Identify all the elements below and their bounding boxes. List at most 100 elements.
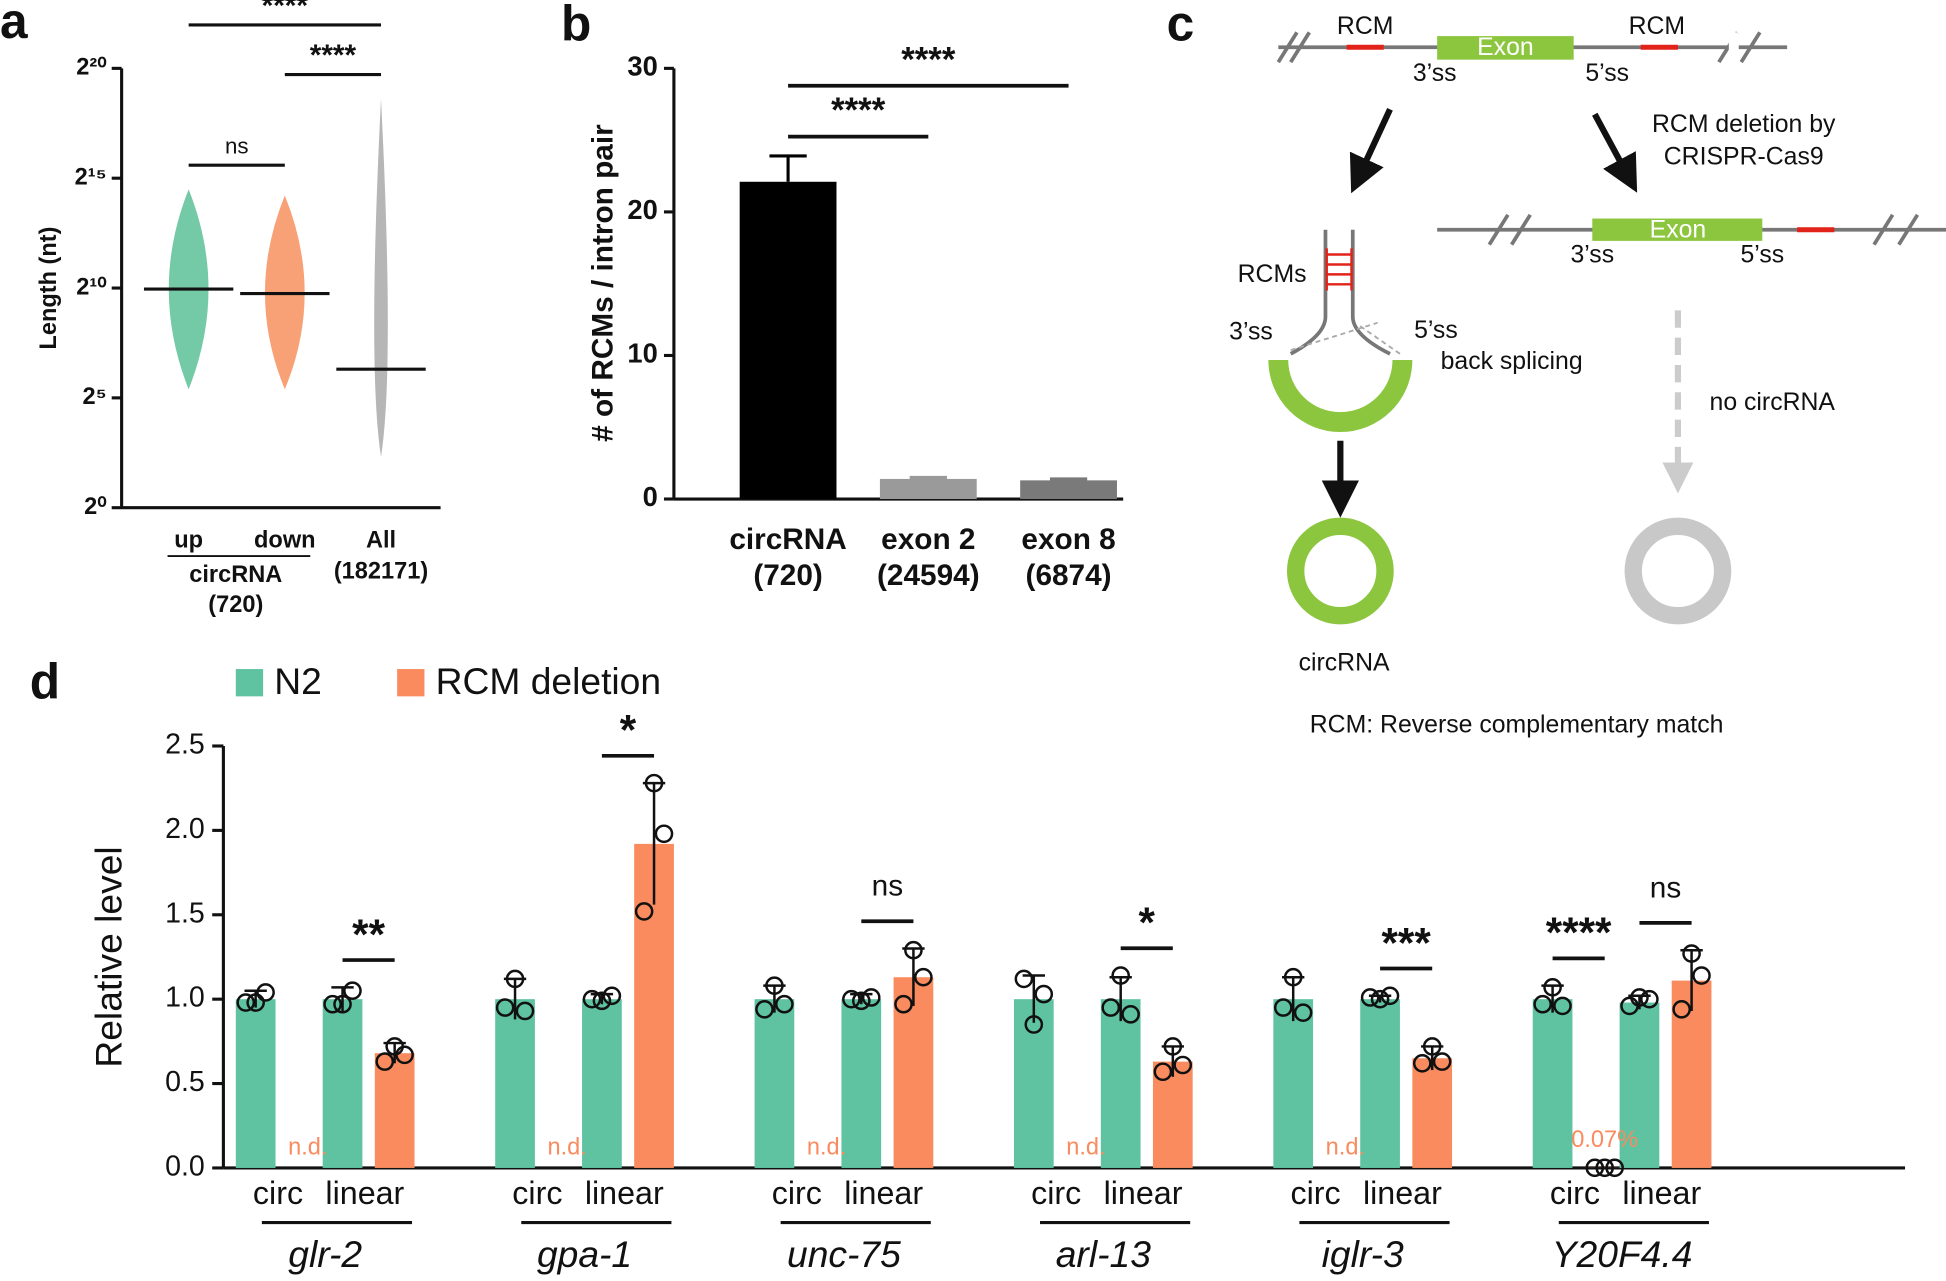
x-tick-label: up: [174, 526, 203, 552]
back-splicing-label: back splicing: [1441, 348, 1583, 375]
sig-label: ****: [310, 39, 357, 72]
deletion-label: RCM deletion by: [1652, 111, 1836, 138]
replicate-dot: [1163, 1037, 1183, 1056]
ss-label: 5’ss: [1585, 60, 1629, 87]
x-tick-label: circ: [253, 1175, 303, 1211]
exon: [1592, 218, 1763, 241]
y-tick-label: 20: [627, 194, 657, 225]
arrow: [1592, 112, 1638, 193]
swarm: [374, 98, 388, 457]
replicate-dot: [775, 994, 794, 1014]
arrow: [1349, 108, 1393, 194]
sig-label: ****: [901, 41, 956, 79]
value-label: n.d.: [288, 1133, 327, 1159]
y-tick-label: 0.0: [165, 1151, 205, 1183]
value-label: n.d.: [1326, 1133, 1365, 1159]
group-label: (720): [208, 591, 263, 617]
x-tick-label: linear: [1104, 1175, 1183, 1211]
group-label: iglr-3: [1322, 1233, 1404, 1275]
replicate-dot: [1543, 978, 1562, 997]
y-tick-label: 2⁵: [83, 383, 107, 409]
replicate-dot: [1422, 1037, 1442, 1056]
replicate-dot: [375, 1052, 395, 1071]
bar: [739, 181, 837, 500]
replicate-dot: [1672, 999, 1691, 1019]
bar: [1273, 999, 1314, 1168]
replicate-dot: [246, 993, 265, 1012]
y-tick-label: 10: [627, 338, 657, 369]
replicate-dot: [256, 983, 275, 1002]
panel-letter: b: [561, 0, 591, 52]
ss-label: 3’ss: [1570, 241, 1614, 268]
panel-letter: a: [0, 0, 28, 49]
y-tick-label: 0.5: [165, 1066, 205, 1098]
y-axis-label: Relative level: [88, 846, 130, 1067]
x-tick-label: linear: [844, 1175, 923, 1211]
x-sublabel: (182171): [334, 557, 428, 583]
replicate-dot: [1101, 998, 1121, 1017]
bar: [1100, 999, 1141, 1168]
x-tick-label: circ: [1290, 1175, 1340, 1211]
exon-label: Exon: [1650, 217, 1707, 244]
replicate-dot: [505, 969, 525, 989]
group-label: unc-75: [787, 1233, 901, 1275]
bar: [322, 999, 363, 1168]
replicate-dot: [1432, 1052, 1452, 1071]
replicate-dot: [765, 976, 784, 995]
replicate-dot: [1293, 1003, 1313, 1022]
replicate-dot: [333, 994, 352, 1014]
hairpin: [1289, 229, 1391, 356]
value-label: 0.07%: [1571, 1126, 1638, 1152]
x-tick-label: down: [254, 526, 316, 552]
y-axis-label: Length (nt): [35, 226, 61, 349]
replicate-dot: [1034, 984, 1054, 1004]
y-tick-label: 2²⁰: [76, 54, 107, 80]
y-tick-label: 2⁰: [84, 493, 107, 519]
replicate-dot: [236, 993, 256, 1012]
rcm-label: RCM: [1337, 13, 1394, 40]
empty-ring: [1624, 517, 1732, 625]
replicate-dot: [495, 998, 515, 1017]
ss-label: 5’ss: [1414, 317, 1458, 344]
y-tick-label: 30: [627, 51, 657, 82]
replicate-dot: [1640, 989, 1659, 1009]
ss-label: 3’ss: [1413, 60, 1457, 87]
sig-label: ****: [1546, 909, 1612, 956]
replicate-dot: [582, 989, 602, 1009]
panel-c: c Exon RCM RCM 3’ss 5’ss RCM deletion by…: [1167, 0, 1946, 739]
y-tick-label: 2.0: [165, 813, 205, 845]
replicate-dot: [1121, 1005, 1140, 1024]
bar: [1532, 999, 1573, 1168]
no-circ-label: no circRNA: [1710, 389, 1836, 416]
ss-label: 3’ss: [1229, 318, 1273, 345]
replicate-dot: [1370, 989, 1390, 1009]
ss-label: 5’ss: [1740, 241, 1784, 268]
x-tick-label: circ: [1550, 1175, 1600, 1211]
bar: [235, 999, 276, 1168]
group-label: arl-13: [1056, 1233, 1151, 1275]
y-tick-label: 2¹⁵: [75, 163, 107, 189]
replicate-dot: [1585, 1158, 1605, 1178]
replicate-dot: [602, 986, 622, 1006]
rcms-label: RCMs: [1238, 261, 1307, 288]
group-label: gpa-1: [537, 1233, 632, 1275]
exon: [1437, 36, 1574, 60]
gap: [1728, 32, 1739, 63]
replicate-dot: [1273, 998, 1293, 1017]
bar: [495, 999, 535, 1168]
replicate-dot: [755, 999, 774, 1019]
x-tick-label: circRNA: [729, 523, 846, 556]
bar: [374, 1053, 415, 1168]
legend-label: RCM deletion: [436, 660, 661, 702]
replicate-dot: [515, 1001, 535, 1021]
bar: [582, 999, 622, 1168]
replicate-dot: [1533, 994, 1552, 1014]
sig-label: *: [620, 707, 637, 754]
replicate-dot: [1692, 966, 1711, 985]
sig-label: ns: [872, 870, 903, 903]
splice-arrows: [1290, 321, 1401, 355]
replicate-dot: [592, 991, 612, 1011]
replicate-dot: [851, 991, 871, 1011]
value-label: n.d.: [807, 1133, 846, 1159]
